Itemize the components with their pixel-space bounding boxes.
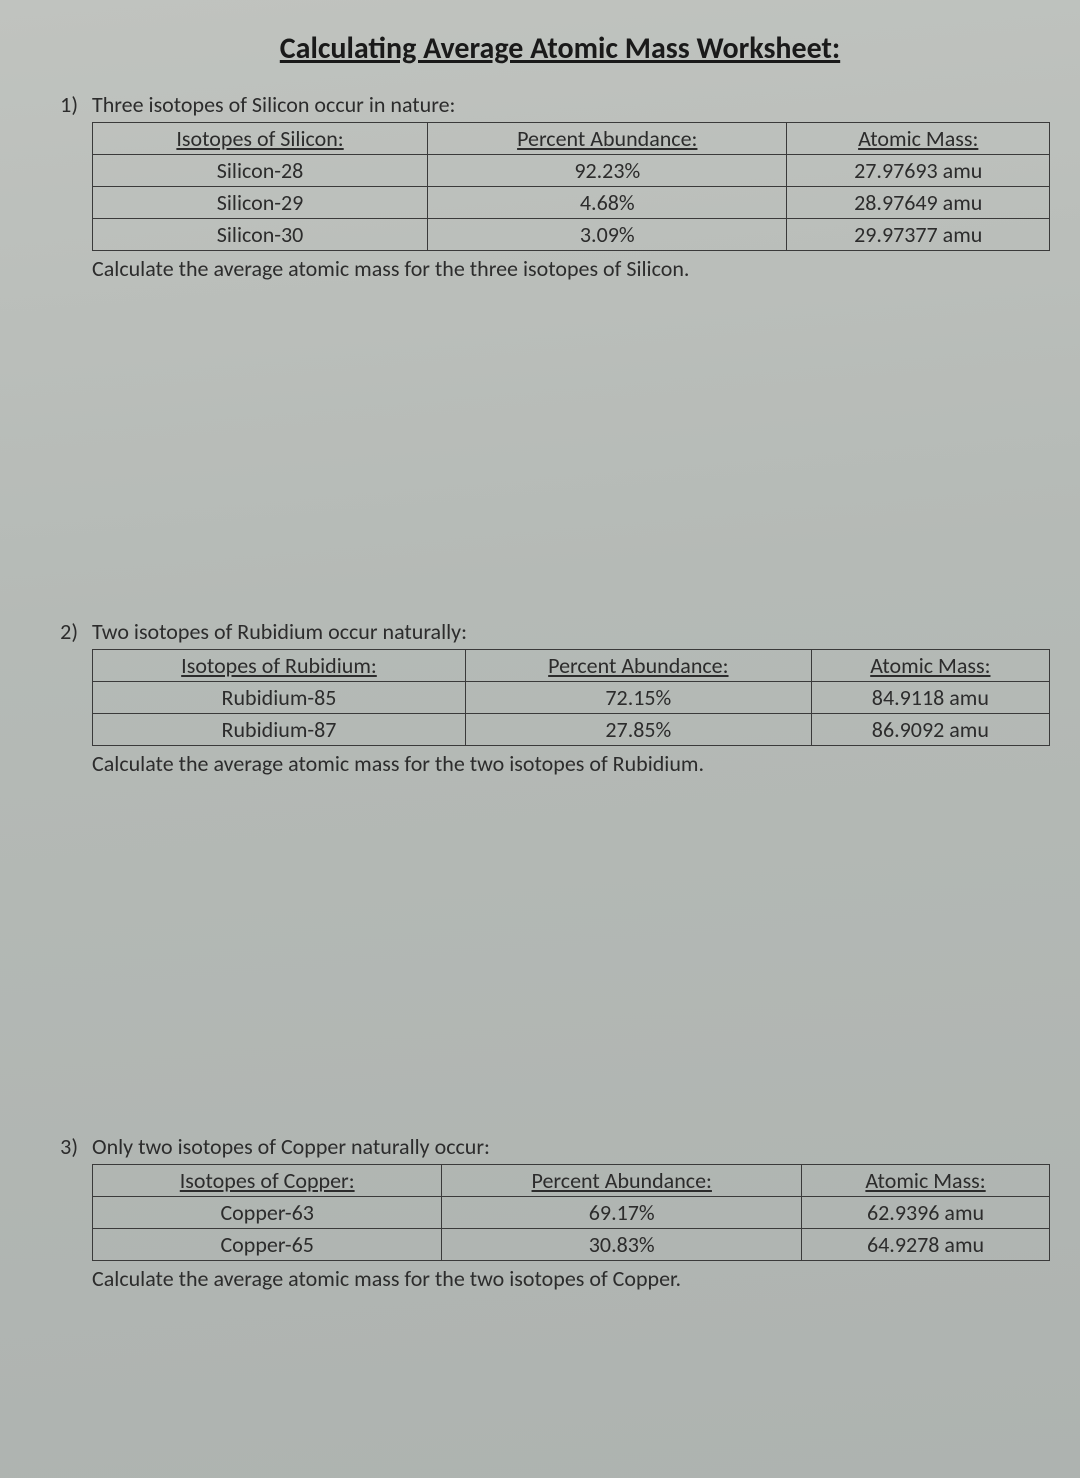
cell-abundance: 30.83% <box>442 1229 802 1261</box>
cell-abundance: 92.23% <box>428 155 787 187</box>
cell-mass: 84.9118 amu <box>811 682 1049 714</box>
col-isotope: Isotopes of Copper: <box>93 1165 442 1197</box>
question-1: 1) Three isotopes of Silicon occur in na… <box>30 91 1050 282</box>
table-row: Copper-65 30.83% 64.9278 amu <box>93 1229 1050 1261</box>
worksheet-page: Calculating Average Atomic Mass Workshee… <box>0 0 1080 1478</box>
col-abundance: Percent Abundance: <box>428 123 787 155</box>
col-mass: Atomic Mass: <box>811 650 1049 682</box>
table-row: Copper-63 69.17% 62.9396 amu <box>93 1197 1050 1229</box>
question-2-number: 2) <box>30 618 92 645</box>
question-1-number: 1) <box>30 91 92 118</box>
col-isotope: Isotopes of Rubidium: <box>93 650 466 682</box>
question-2-instruction: Calculate the average atomic mass for th… <box>92 750 1050 777</box>
cell-isotope: Copper-63 <box>93 1197 442 1229</box>
question-3-instruction: Calculate the average atomic mass for th… <box>92 1265 1050 1292</box>
col-mass: Atomic Mass: <box>802 1165 1050 1197</box>
cell-abundance: 3.09% <box>428 219 787 251</box>
cell-mass: 62.9396 amu <box>802 1197 1050 1229</box>
cell-mass: 64.9278 amu <box>802 1229 1050 1261</box>
copper-isotope-table: Isotopes of Copper: Percent Abundance: A… <box>92 1164 1050 1261</box>
table-header-row: Isotopes of Silicon: Percent Abundance: … <box>93 123 1050 155</box>
question-1-prompt: Three isotopes of Silicon occur in natur… <box>92 91 1050 118</box>
work-space-1 <box>30 298 1050 618</box>
question-2-prompt: Two isotopes of Rubidium occur naturally… <box>92 618 1050 645</box>
col-mass: Atomic Mass: <box>787 123 1050 155</box>
cell-isotope: Copper-65 <box>93 1229 442 1261</box>
question-3: 3) Only two isotopes of Copper naturally… <box>30 1133 1050 1292</box>
question-3-prompt: Only two isotopes of Copper naturally oc… <box>92 1133 1050 1160</box>
question-2: 2) Two isotopes of Rubidium occur natura… <box>30 618 1050 777</box>
col-abundance: Percent Abundance: <box>465 650 811 682</box>
cell-mass: 27.97693 amu <box>787 155 1050 187</box>
col-abundance: Percent Abundance: <box>442 1165 802 1197</box>
question-3-prompt-line: 3) Only two isotopes of Copper naturally… <box>30 1133 1050 1160</box>
cell-isotope: Rubidium-85 <box>93 682 466 714</box>
silicon-isotope-table: Isotopes of Silicon: Percent Abundance: … <box>92 122 1050 251</box>
page-title: Calculating Average Atomic Mass Workshee… <box>110 30 1010 67</box>
cell-abundance: 4.68% <box>428 187 787 219</box>
cell-abundance: 27.85% <box>465 714 811 746</box>
table-row: Silicon-29 4.68% 28.97649 amu <box>93 187 1050 219</box>
table-header-row: Isotopes of Rubidium: Percent Abundance:… <box>93 650 1050 682</box>
cell-isotope: Rubidium-87 <box>93 714 466 746</box>
cell-abundance: 72.15% <box>465 682 811 714</box>
cell-isotope: Silicon-30 <box>93 219 428 251</box>
work-space-2 <box>30 793 1050 1133</box>
cell-mass: 86.9092 amu <box>811 714 1049 746</box>
question-3-number: 3) <box>30 1133 92 1160</box>
table-header-row: Isotopes of Copper: Percent Abundance: A… <box>93 1165 1050 1197</box>
col-isotope: Isotopes of Silicon: <box>93 123 428 155</box>
question-1-instruction: Calculate the average atomic mass for th… <box>92 255 1050 282</box>
rubidium-isotope-table: Isotopes of Rubidium: Percent Abundance:… <box>92 649 1050 746</box>
question-1-prompt-line: 1) Three isotopes of Silicon occur in na… <box>30 91 1050 118</box>
question-2-prompt-line: 2) Two isotopes of Rubidium occur natura… <box>30 618 1050 645</box>
cell-abundance: 69.17% <box>442 1197 802 1229</box>
cell-isotope: Silicon-29 <box>93 187 428 219</box>
cell-mass: 28.97649 amu <box>787 187 1050 219</box>
cell-isotope: Silicon-28 <box>93 155 428 187</box>
table-row: Rubidium-85 72.15% 84.9118 amu <box>93 682 1050 714</box>
table-row: Silicon-30 3.09% 29.97377 amu <box>93 219 1050 251</box>
cell-mass: 29.97377 amu <box>787 219 1050 251</box>
table-row: Rubidium-87 27.85% 86.9092 amu <box>93 714 1050 746</box>
table-row: Silicon-28 92.23% 27.97693 amu <box>93 155 1050 187</box>
